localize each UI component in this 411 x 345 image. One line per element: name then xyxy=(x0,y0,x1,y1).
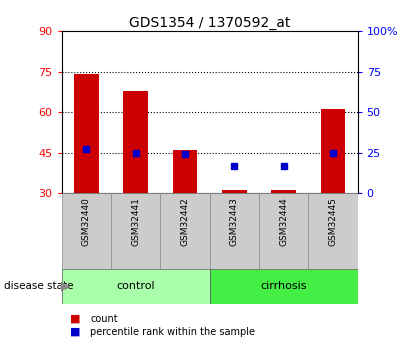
Bar xyxy=(210,193,259,269)
Bar xyxy=(222,190,247,193)
Bar xyxy=(271,190,296,193)
Title: GDS1354 / 1370592_at: GDS1354 / 1370592_at xyxy=(129,16,290,30)
Text: percentile rank within the sample: percentile rank within the sample xyxy=(90,327,255,337)
Bar xyxy=(173,150,197,193)
Text: control: control xyxy=(116,282,155,291)
Bar xyxy=(62,193,111,269)
Text: GSM32445: GSM32445 xyxy=(328,197,337,246)
Bar xyxy=(308,193,358,269)
Text: GSM32440: GSM32440 xyxy=(82,197,91,246)
Text: GSM32441: GSM32441 xyxy=(131,197,140,246)
Bar xyxy=(210,269,358,304)
Text: ▶: ▶ xyxy=(61,280,70,293)
Text: count: count xyxy=(90,314,118,324)
Text: ■: ■ xyxy=(70,314,81,324)
Text: ■: ■ xyxy=(70,327,81,337)
Text: disease state: disease state xyxy=(4,282,74,291)
Bar xyxy=(74,74,99,193)
Text: cirrhosis: cirrhosis xyxy=(260,282,307,291)
Bar xyxy=(321,109,345,193)
Bar xyxy=(160,193,210,269)
Text: GSM32442: GSM32442 xyxy=(180,197,189,246)
Bar xyxy=(123,90,148,193)
Text: GSM32444: GSM32444 xyxy=(279,197,288,246)
Bar xyxy=(111,193,160,269)
Text: GSM32443: GSM32443 xyxy=(230,197,239,246)
Bar xyxy=(259,193,308,269)
Bar xyxy=(62,269,210,304)
